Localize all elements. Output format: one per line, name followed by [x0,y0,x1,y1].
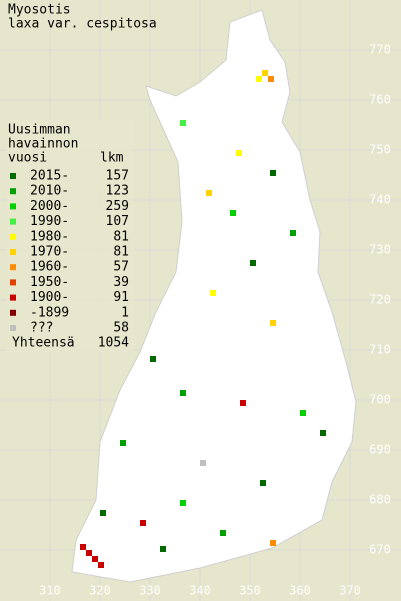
legend-count-heading: lkm [100,151,124,166]
legend-swatch [10,218,16,225]
square [300,410,306,416]
x-label: 350 [239,584,261,598]
legend-label: 1950- [30,275,69,290]
y-label: 750 [369,143,391,157]
legend-label: 1960- [30,260,69,275]
y-label: 730 [369,243,391,257]
square [250,260,256,266]
square [290,230,296,236]
observation-squares [80,70,326,568]
legend-swatch [10,294,16,301]
square [180,500,186,506]
y-label: 690 [369,443,391,457]
title: Myosotis [8,3,71,18]
legend-heading: havainnon [8,137,78,152]
square [120,440,126,446]
x-label: 340 [189,584,211,598]
y-label: 680 [369,493,391,507]
legend-swatch [10,188,16,195]
legend-label: 1990- [30,214,69,229]
legend-label: 2010- [30,184,69,199]
square [210,290,216,296]
y-label: 700 [369,393,391,407]
y-label: 760 [369,93,391,107]
square [98,562,104,568]
square [220,530,226,536]
legend-count: 107 [106,214,129,229]
legend-count: 91 [113,290,129,305]
x-label: 360 [289,584,311,598]
legend-swatch [10,249,16,255]
square [160,546,166,552]
x-label: 370 [339,584,361,598]
legend-swatch [10,203,16,210]
legend-count: 123 [106,184,129,199]
legend-label: 1980- [30,229,69,244]
square [260,480,266,486]
square [270,170,276,176]
square [206,190,212,196]
legend-heading: vuosi [8,151,47,166]
square [256,76,262,82]
title: laxa var. cespitosa [8,17,157,32]
legend-swatch [10,173,16,179]
y-label: 670 [369,543,391,557]
square [320,430,326,436]
y-label: 710 [369,343,391,357]
legend-swatch [10,279,16,286]
square [270,540,276,546]
legend-count: 157 [106,169,129,184]
square [270,320,276,326]
x-label: 330 [139,584,161,598]
legend-swatch [10,233,16,240]
square [150,356,156,362]
legend-label: ??? [30,321,53,336]
y-label: 740 [369,193,391,207]
square [140,520,146,526]
square [86,550,92,556]
square [100,510,106,516]
legend-background [6,120,134,352]
square [236,150,242,156]
legend-label: 2015- [30,169,69,184]
legend-count: 259 [106,199,129,214]
total-count: 1054 [98,336,129,351]
legend-label: -1899 [30,305,69,320]
legend-swatch [10,264,16,271]
square [268,76,274,82]
total-label: Yhteensä [12,336,75,351]
legend-count: 39 [113,275,129,290]
y-label: 720 [369,293,391,307]
square [180,390,186,396]
y-label: 770 [369,43,391,57]
square [262,70,268,76]
legend-label: 2000- [30,199,69,214]
legend-count: 58 [113,321,129,336]
legend-label: 1900- [30,290,69,305]
legend-swatch [10,325,16,331]
square [240,400,246,406]
x-label: 320 [89,584,111,598]
square [92,556,98,562]
legend-heading: Uusimman [8,123,71,138]
legend-label: 1970- [30,245,69,260]
legend-swatch [10,309,16,316]
legend-count: 81 [113,245,129,260]
legend-count: 81 [113,229,129,244]
legend-count: 57 [113,260,129,275]
square [200,460,206,466]
square [230,210,236,216]
square [80,544,86,550]
legend-count: 1 [121,305,129,320]
x-label: 310 [39,584,61,598]
square [180,120,186,126]
